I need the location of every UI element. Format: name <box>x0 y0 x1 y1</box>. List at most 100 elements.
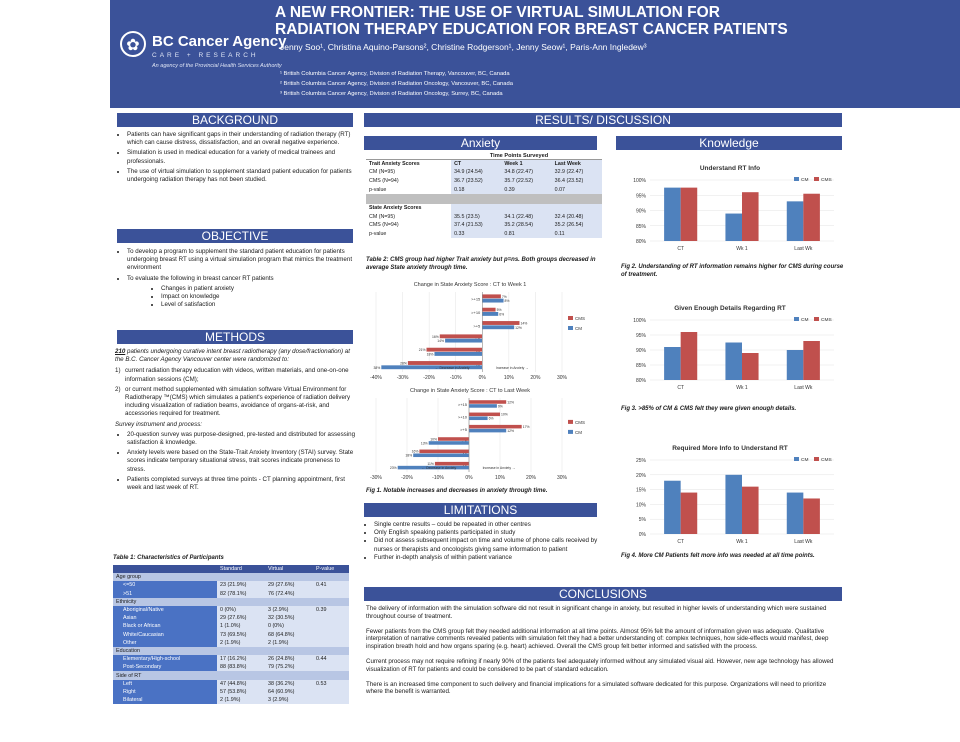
data-label: 13% <box>421 441 428 445</box>
legend-swatch <box>814 457 819 461</box>
bar-cms <box>803 498 820 534</box>
data-label: 5% <box>497 308 502 312</box>
table-cell: 35.5 (23.5) <box>451 212 502 222</box>
limitations-heading: LIMITATIONS <box>364 503 597 517</box>
table-row: White/Caucasian 73 (69.5%) 68 (64.8%) <box>113 630 349 639</box>
annotation: ← Decrease in Anxiety <box>422 466 457 470</box>
bar-cms <box>482 321 520 325</box>
table-cell: 82 (78.1%) <box>220 590 247 597</box>
legend-swatch <box>568 326 573 330</box>
bar-cm <box>413 453 469 458</box>
conclusion-paragraph: There is an increased time component to … <box>366 680 827 696</box>
tick-label: 20% <box>636 473 647 479</box>
list-item: current radiation therapy education with… <box>125 367 349 383</box>
table-row: Elementary/High-school 17 (16.2%) 26 (24.8… <box>113 655 349 664</box>
table-cell: 35.2 (28.54) <box>501 221 552 230</box>
table-cell: CM (N=95) <box>369 213 396 220</box>
bar-cm <box>664 347 681 380</box>
bar-cm <box>664 480 681 534</box>
anxiety-table: Time Points Surveyed Trait Anxiety Score… <box>366 153 602 239</box>
bar-cm <box>725 213 742 241</box>
tick-label: 0% <box>479 375 487 381</box>
table-cell: Trait Anxiety Scores <box>369 161 420 168</box>
table-row: Asian 29 (27.6%) 32 (30.5%) <box>113 614 349 623</box>
table-section-label: Ethnicity <box>116 598 137 605</box>
methods-intro: patients undergoing curative intent brea… <box>115 348 350 364</box>
legend-swatch <box>814 317 819 321</box>
table-cell: Bilateral <box>113 696 217 705</box>
bar-cms <box>419 449 469 454</box>
bar-cm <box>434 352 483 356</box>
table-cell: White/Caucasian <box>113 630 217 639</box>
list-item: Impact on knowledge <box>161 293 355 301</box>
table-cell: 64 (60.9%) <box>268 688 295 695</box>
table-row: <=50 23 (21.9%) 29 (27.6%) 0.41 <box>113 581 349 590</box>
bar-cm <box>786 350 804 380</box>
data-label: 18% <box>427 352 434 356</box>
list-item: Further in-depth analysis of within pati… <box>374 554 602 562</box>
list-item: Anxiety levels were based on the State-T… <box>127 449 357 474</box>
table-row: Trait Anxiety Scores CT Week 1 Last Week <box>366 159 602 169</box>
objective-heading: OBJECTIVE <box>117 229 353 243</box>
table-cell: Right <box>113 687 217 696</box>
table-section-row: Ethnicity <box>113 597 349 606</box>
table1-caption: Table 1: Characteristics of Participants <box>113 555 224 561</box>
list-item: Simulation is used in medical education … <box>127 149 355 165</box>
anxiety-table-grid: Trait Anxiety Scores CT Week 1 Last Week CM … <box>366 159 602 239</box>
title-line-2: RADIATION THERAPY EDUCATION FOR BREAST C… <box>275 21 788 38</box>
chart-title: Given Enough Details Regarding RT <box>674 305 786 312</box>
tick-label: -30% <box>397 375 409 381</box>
table-cell: 17 (16.2%) <box>220 656 247 663</box>
data-label: 16% <box>432 335 439 339</box>
methods-heading: METHODS <box>117 330 353 344</box>
results-heading: RESULTS/ DISCUSSION <box>364 113 842 127</box>
category-label: Last Wk <box>794 539 813 545</box>
table-cell: 0 (0%) <box>220 607 236 614</box>
tick-label: 0% <box>465 475 473 481</box>
tick-label: -20% <box>423 375 435 381</box>
understand-rt-chart: Understand RT Info 80% 85% 90% 95% 100% CT Wk 1… <box>633 165 834 252</box>
category-label: Last Wk <box>794 246 813 252</box>
data-label: 23% <box>390 466 397 470</box>
anxiety-change-chart-last-week: Change in State Anxiety Score : CT to La… <box>370 388 585 481</box>
table-cell: 0.39 <box>501 185 552 194</box>
list-item: To develop a program to supplement the s… <box>127 248 355 273</box>
chart-title: Change in State Anxiety Score : CT to La… <box>410 388 530 394</box>
chart-title: Change in State Anxiety Score : CT to We… <box>414 282 527 288</box>
table2-caption: Table 2: CMS group had higher Trait anxi… <box>366 257 596 271</box>
legend-swatch <box>568 316 573 320</box>
legend-swatch <box>568 429 573 434</box>
bar-cms <box>469 424 522 429</box>
list-item: Changes in patient anxiety <box>161 285 355 293</box>
table-cell: 36.4 (23.52) <box>551 176 602 186</box>
tick-label: 20% <box>526 475 537 481</box>
title-line-1: A NEW FRONTIER: THE USE OF VIRTUAL SIMUL… <box>275 4 720 21</box>
chart-title: Understand RT Info <box>700 165 760 172</box>
tick-label: 100% <box>633 318 646 324</box>
bc-cancer-logo-icon: ✿ <box>120 31 146 57</box>
bar-cm <box>725 474 742 534</box>
bar-cms <box>439 334 483 339</box>
table-cell <box>313 696 349 704</box>
table-header-cell <box>113 565 217 573</box>
table-row: Post-Secondary 88 (83.8%) 79 (75.2%) <box>113 663 349 672</box>
bar-cm <box>469 416 488 421</box>
background-heading: BACKGROUND <box>117 113 353 127</box>
bar-cms <box>803 193 820 241</box>
table-cell: p-value <box>369 230 387 237</box>
anxiety-table-group-header: Time Points Surveyed <box>489 153 549 159</box>
table-cell: CMS (N=94) <box>369 177 399 184</box>
table-cell: Other <box>113 638 217 647</box>
tick-label: 30% <box>557 375 568 381</box>
annotation: ← Decrease in Anxiety <box>435 366 470 370</box>
anxiety-heading: Anxiety <box>364 136 597 150</box>
table-cell: 2 (1.9%) <box>268 639 289 646</box>
table-cell: 76 (72.4%) <box>268 590 295 597</box>
bar-cm <box>786 492 804 534</box>
tick-label: -10% <box>432 475 444 481</box>
table-cell: Aboriginal/Native <box>113 605 217 615</box>
table-cell: 0.81 <box>501 229 552 239</box>
table-cell: Week 1 <box>501 159 552 169</box>
tick-label: 100% <box>633 178 646 184</box>
data-label: 8% <box>505 299 510 303</box>
